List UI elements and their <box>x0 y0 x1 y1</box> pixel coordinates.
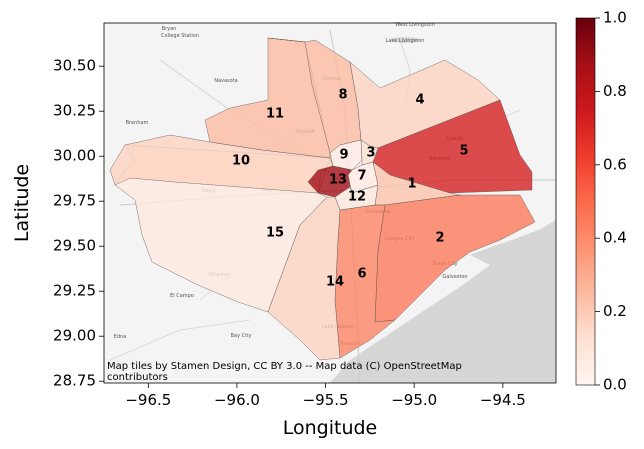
region-label-10: 10 <box>232 154 250 169</box>
region-label-14: 14 <box>326 275 344 290</box>
colorbar: 0.0 0.2 0.4 0.6 0.8 1.0 <box>575 9 627 394</box>
basemap-lake <box>391 37 419 43</box>
y-tick-label: 29.50 <box>53 237 96 255</box>
basemap-label: West Livingston <box>395 22 435 28</box>
colorbar-tick-label: 0.0 <box>603 376 627 394</box>
choropleth-regions <box>109 37 536 361</box>
region-14 <box>267 196 341 361</box>
basemap-label: Edna <box>114 334 127 340</box>
colorbar-tick-label: 0.4 <box>603 229 627 247</box>
attribution-line-2: contributors <box>107 372 168 383</box>
region-label-12: 12 <box>348 190 366 205</box>
region-label-9: 9 <box>339 148 348 163</box>
region-label-2: 2 <box>435 231 444 246</box>
x-axis: −96.5 −96.0 −95.5 −95.0 −94.5 <box>125 383 526 409</box>
basemap-label: Bay City <box>231 333 252 339</box>
colorbar-tick-label: 0.6 <box>603 155 627 173</box>
x-axis-label: Longitude <box>283 417 378 439</box>
colorbar-tick-label: 0.2 <box>603 302 627 320</box>
x-tick-label: −96.0 <box>214 391 260 409</box>
colorbar-ticks: 0.0 0.2 0.4 0.6 0.8 1.0 <box>595 9 627 394</box>
x-tick-label: −96.5 <box>125 391 171 409</box>
x-tick-label: −95.0 <box>391 391 437 409</box>
y-tick-label: 30.25 <box>53 102 96 120</box>
region-label-8: 8 <box>338 88 347 103</box>
x-tick-label: −95.5 <box>303 391 349 409</box>
y-tick-label: 29.25 <box>53 282 96 300</box>
region-label-5: 5 <box>459 144 468 159</box>
basemap-label: El Campo <box>170 293 194 299</box>
region-label-3: 3 <box>366 146 375 161</box>
region-label-1: 1 <box>407 177 416 192</box>
colorbar-gradient <box>575 17 596 386</box>
region-label-11: 11 <box>266 107 284 122</box>
basemap-road <box>109 319 251 361</box>
colorbar-tick-label: 1.0 <box>603 9 627 27</box>
basemap-label: College Station <box>161 33 199 39</box>
region-label-13: 13 <box>329 173 347 188</box>
colorbar-tick-label: 0.8 <box>603 82 627 100</box>
region-label-15: 15 <box>266 226 284 241</box>
y-tick-label: 29.75 <box>53 192 96 210</box>
y-tick-label: 30.50 <box>53 57 96 75</box>
region-label-4: 4 <box>415 93 424 108</box>
region-label-7: 7 <box>357 169 366 184</box>
x-tick-label: −94.5 <box>480 391 526 409</box>
basemap-label: Navasota <box>214 78 238 84</box>
attribution-line-1: Map tiles by Stamen Design, CC BY 3.0 --… <box>107 361 462 372</box>
basemap-label: Galveston <box>442 274 467 280</box>
basemap-label: Brenham <box>126 120 149 126</box>
basemap-label: Lake Livingston <box>386 38 425 44</box>
basemap-label: Bryan <box>162 26 177 32</box>
y-tick-label: 29.00 <box>53 327 96 345</box>
y-axis-label: Latitude <box>11 164 33 242</box>
gulf-water-inlet <box>470 222 556 270</box>
map-frame <box>103 22 557 384</box>
y-axis: 28.75 29.00 29.25 29.50 29.75 30.00 30.25 30.50 <box>53 57 104 390</box>
y-tick-label: 30.00 <box>53 147 96 165</box>
region-label-6: 6 <box>357 267 366 282</box>
y-tick-label: 28.75 <box>53 372 96 390</box>
